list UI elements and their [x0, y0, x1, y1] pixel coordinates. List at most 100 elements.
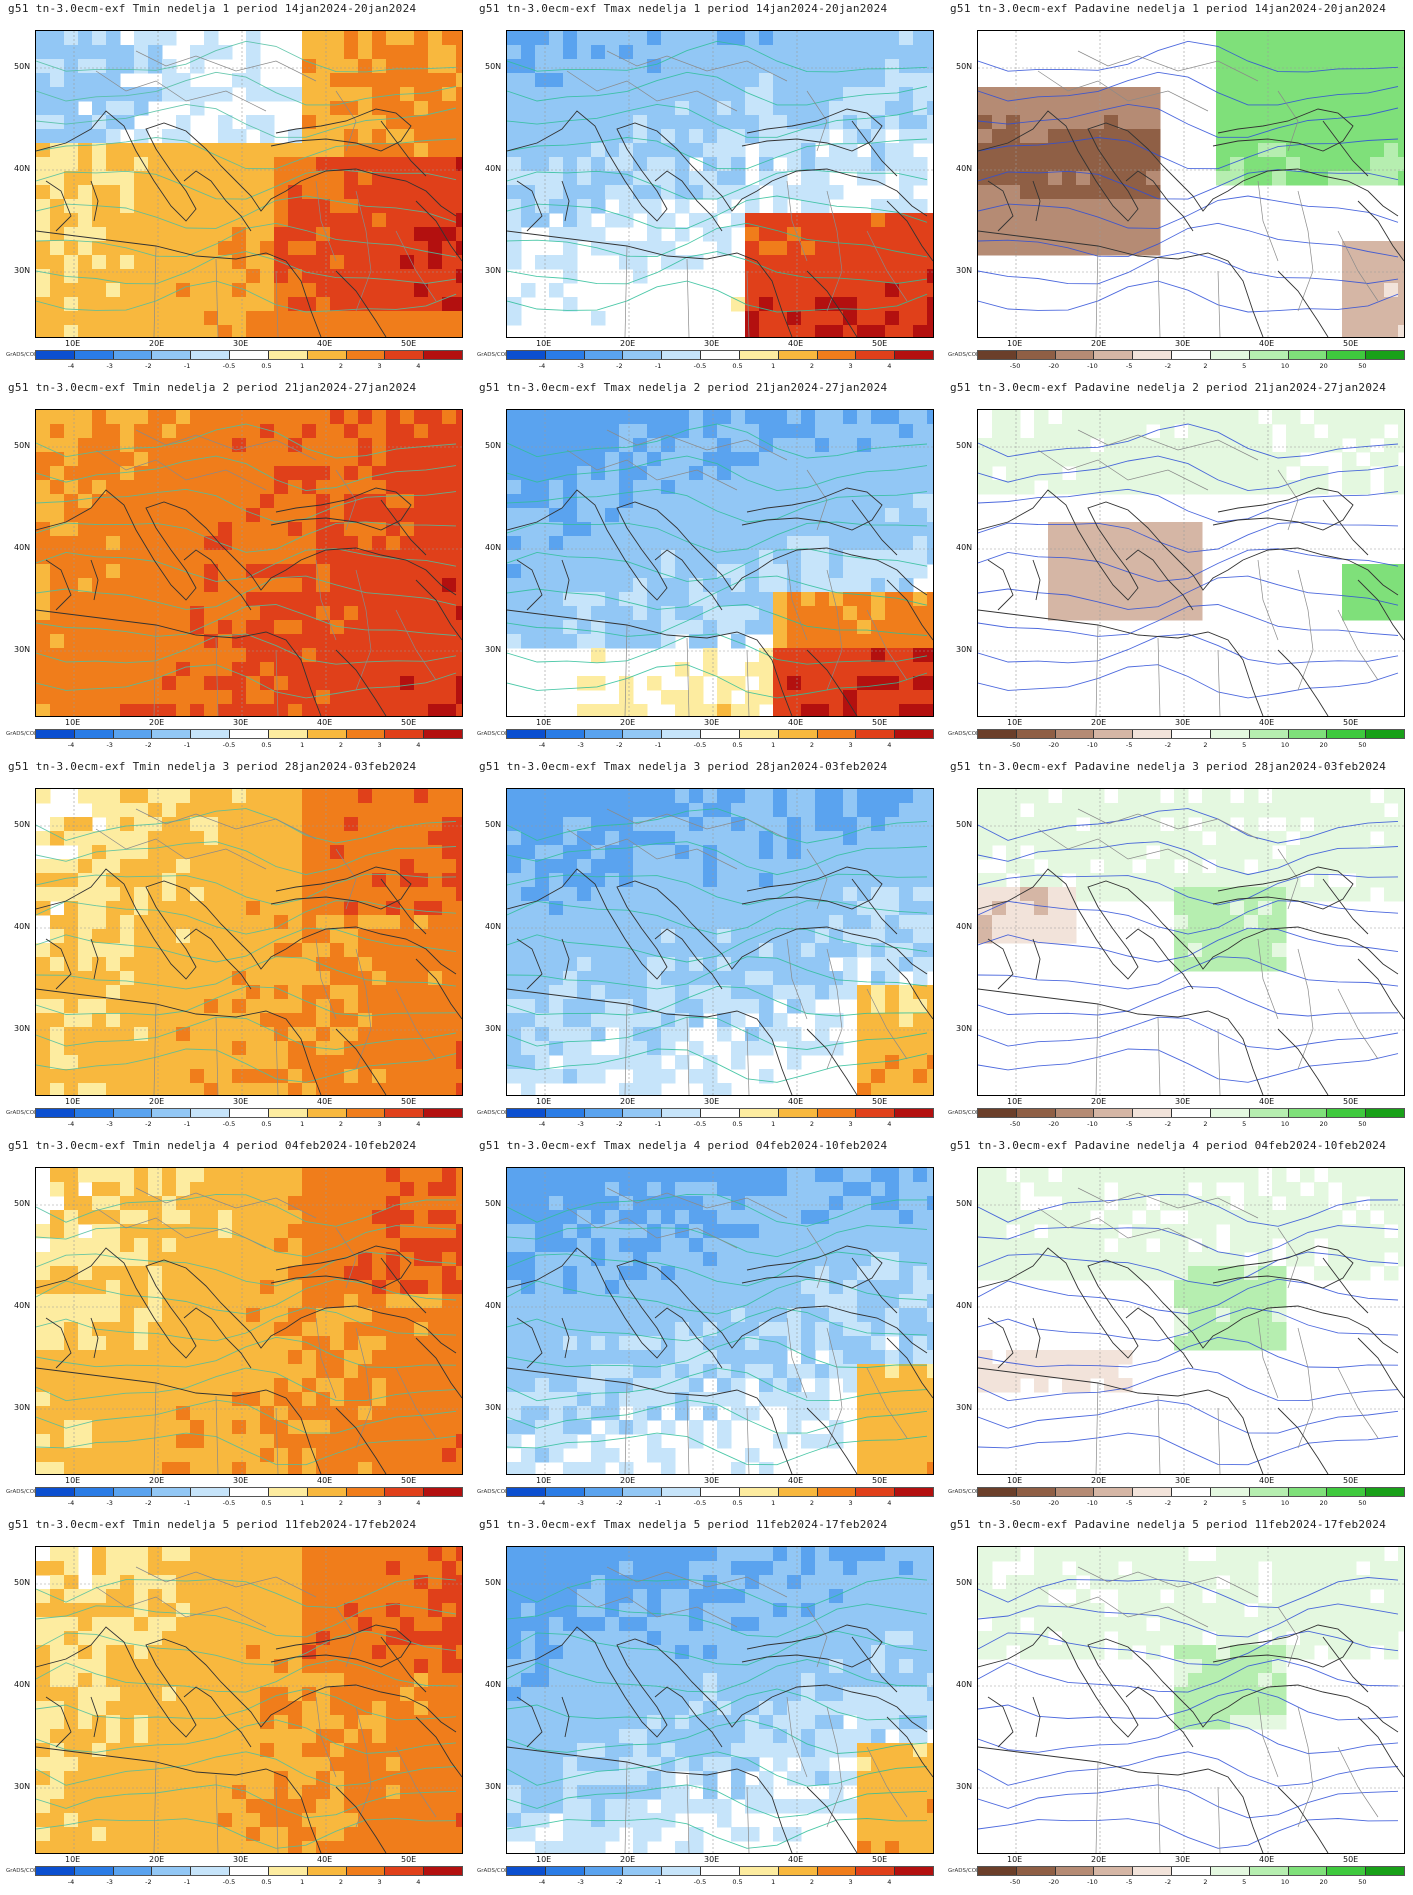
colorbar-swatch [1094, 730, 1134, 738]
colorbar-label: -3 [577, 1878, 584, 1886]
latitude-label: 40N [485, 543, 502, 552]
colorbar-label: 5 [1242, 1120, 1247, 1128]
colorbar-label: -50 [1009, 1499, 1021, 1507]
colorbar-label: -0.5 [222, 1120, 236, 1128]
colorbar-label: 10 [1280, 362, 1290, 370]
latitude-label: 30N [956, 645, 973, 654]
colorbar-swatch [191, 730, 231, 738]
colorbar [35, 729, 463, 739]
latitude-label: 50N [485, 1199, 502, 1208]
colorbar-label: 4 [887, 1878, 892, 1886]
colorbar-label: 5 [1242, 1499, 1247, 1507]
colorbar-swatch [385, 1867, 425, 1875]
map-panel-tmax-week-5: g51 tn-3.0ecm-exf Tmax nedelja 5 period … [471, 1516, 942, 1895]
latitude-label: 30N [485, 1403, 502, 1412]
map-area [35, 409, 463, 717]
colorbar-swatch [739, 1488, 779, 1496]
colorbar-swatch [778, 351, 818, 359]
colorbar-swatch [817, 730, 857, 738]
map-panel-tmin-week-5: g51 tn-3.0ecm-exf Tmin nedelja 5 period … [0, 1516, 471, 1895]
map-panel-precip-week-3: g51 tn-3.0ecm-exf Padavine nedelja 3 per… [942, 758, 1413, 1137]
colorbar-swatch [230, 730, 269, 738]
colorbar-swatch [1249, 1867, 1289, 1875]
latitude-label: 30N [956, 266, 973, 275]
colorbar-swatch [1210, 1109, 1250, 1117]
longitude-label: 10E [536, 339, 552, 348]
colorbar-label: -0.5 [222, 1878, 236, 1886]
latitude-label: 40N [485, 1680, 502, 1689]
colorbar-label: -0.5 [693, 1120, 707, 1128]
colorbar-label: 3 [377, 362, 382, 370]
colorbar-label: -10 [1087, 1120, 1098, 1128]
grads-credit: GrADS/COLA [948, 731, 983, 737]
colorbar-swatch [346, 1488, 386, 1496]
colorbar-label: -3 [106, 1878, 113, 1886]
map-panel-tmax-week-3: g51 tn-3.0ecm-exf Tmax nedelja 3 period … [471, 758, 942, 1137]
colorbar-label: -2 [1164, 1499, 1172, 1507]
colorbar-swatch [978, 1488, 1017, 1496]
colorbar-swatch [152, 1867, 192, 1875]
colorbar-swatch [424, 1867, 462, 1875]
latitude-label: 50N [956, 1199, 973, 1208]
colorbar-label: -4 [538, 1499, 546, 1507]
colorbar-label: -20 [1048, 1878, 1060, 1886]
map-field [978, 1547, 1404, 1853]
map-field [36, 410, 462, 716]
colorbar-swatch [268, 1867, 308, 1875]
colorbar-label: 50 [1358, 1499, 1367, 1507]
colorbar-label: 50 [1358, 1120, 1367, 1128]
colorbar-label: 2 [1203, 362, 1208, 370]
colorbar-label: 3 [377, 1499, 382, 1507]
colorbar-label: 2 [1203, 741, 1208, 749]
colorbar-label: 4 [887, 362, 892, 370]
latitude-label: 40N [14, 922, 31, 931]
panel-title: g51 tn-3.0ecm-exf Tmax nedelja 4 period … [479, 1139, 888, 1152]
colorbar-label: 1 [771, 741, 776, 749]
colorbar-label: -3 [106, 1120, 113, 1128]
grads-credit: GrADS/COLA [948, 1868, 983, 1874]
longitude-label: 20E [1091, 339, 1107, 348]
colorbar-swatch [307, 351, 347, 359]
colorbar-swatch [1016, 1867, 1056, 1875]
longitude-label: 20E [1091, 718, 1107, 727]
latitude-label: 50N [14, 1578, 31, 1587]
longitude-label: 10E [1007, 1476, 1023, 1485]
colorbar-swatch [385, 1488, 425, 1496]
colorbar [506, 1487, 934, 1497]
colorbar-swatch [584, 1867, 624, 1875]
longitude-label: 10E [536, 1855, 552, 1864]
colorbar-label: -0.5 [693, 1878, 707, 1886]
longitude-label: 20E [1091, 1476, 1107, 1485]
colorbar-label: -1 [654, 1120, 662, 1128]
latitude-label: 40N [956, 164, 973, 173]
longitude-label: 10E [1007, 718, 1023, 727]
colorbar [35, 350, 463, 360]
map-area [977, 1167, 1405, 1475]
colorbar-label: -4 [538, 1120, 546, 1128]
colorbar-swatch [895, 1109, 933, 1117]
colorbar-label: -1 [654, 362, 662, 370]
colorbar-label: -0.5 [222, 362, 236, 370]
colorbar-label: -2 [616, 362, 623, 370]
colorbar-label: -1 [654, 1499, 662, 1507]
colorbar-swatch [385, 351, 425, 359]
colorbar-swatch [268, 730, 308, 738]
colorbar-label: -4 [67, 1120, 75, 1128]
panel-title: g51 tn-3.0ecm-exf Padavine nedelja 4 per… [950, 1139, 1387, 1152]
map-panel-tmax-week-2: g51 tn-3.0ecm-exf Tmax nedelja 2 period … [471, 379, 942, 758]
colorbar-label: 4 [416, 362, 421, 370]
colorbar-swatch [74, 1109, 114, 1117]
colorbar-label: -0.5 [693, 741, 707, 749]
latitude-label: 30N [485, 645, 502, 654]
panel-title: g51 tn-3.0ecm-exf Tmin nedelja 3 period … [8, 760, 417, 773]
colorbar-swatch [385, 1109, 425, 1117]
colorbar-swatch [662, 1488, 702, 1496]
longitude-label: 20E [149, 339, 165, 348]
colorbar-label: 2 [1203, 1499, 1208, 1507]
colorbar-swatch [1366, 730, 1404, 738]
longitude-label: 10E [536, 1476, 552, 1485]
longitude-label: 40E [788, 718, 804, 727]
longitude-label: 20E [620, 718, 636, 727]
colorbar-swatch [1133, 1109, 1173, 1117]
